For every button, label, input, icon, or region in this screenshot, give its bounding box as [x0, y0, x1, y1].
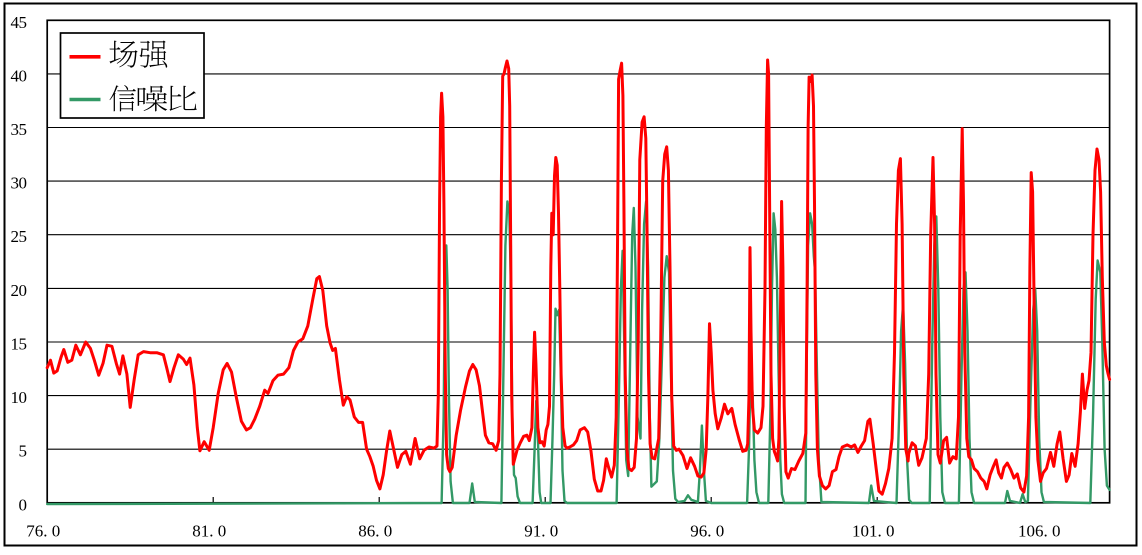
svg-text:20: 20: [11, 281, 27, 300]
svg-text:15: 15: [11, 335, 27, 354]
svg-text:45: 45: [11, 13, 27, 32]
svg-text:35: 35: [11, 120, 27, 139]
svg-text:30: 30: [11, 174, 27, 193]
svg-text:101. 0: 101. 0: [852, 522, 895, 541]
svg-text:91. 0: 91. 0: [524, 522, 558, 541]
svg-text:81. 0: 81. 0: [192, 522, 226, 541]
svg-text:10: 10: [11, 388, 27, 407]
svg-text:25: 25: [11, 227, 27, 246]
svg-text:5: 5: [19, 442, 27, 461]
svg-text:106. 0: 106. 0: [1018, 522, 1061, 541]
svg-text:96. 0: 96. 0: [690, 522, 724, 541]
svg-text:40: 40: [11, 66, 27, 85]
svg-text:0: 0: [19, 495, 27, 514]
svg-text:76. 0: 76. 0: [26, 522, 60, 541]
svg-text:86. 0: 86. 0: [358, 522, 392, 541]
